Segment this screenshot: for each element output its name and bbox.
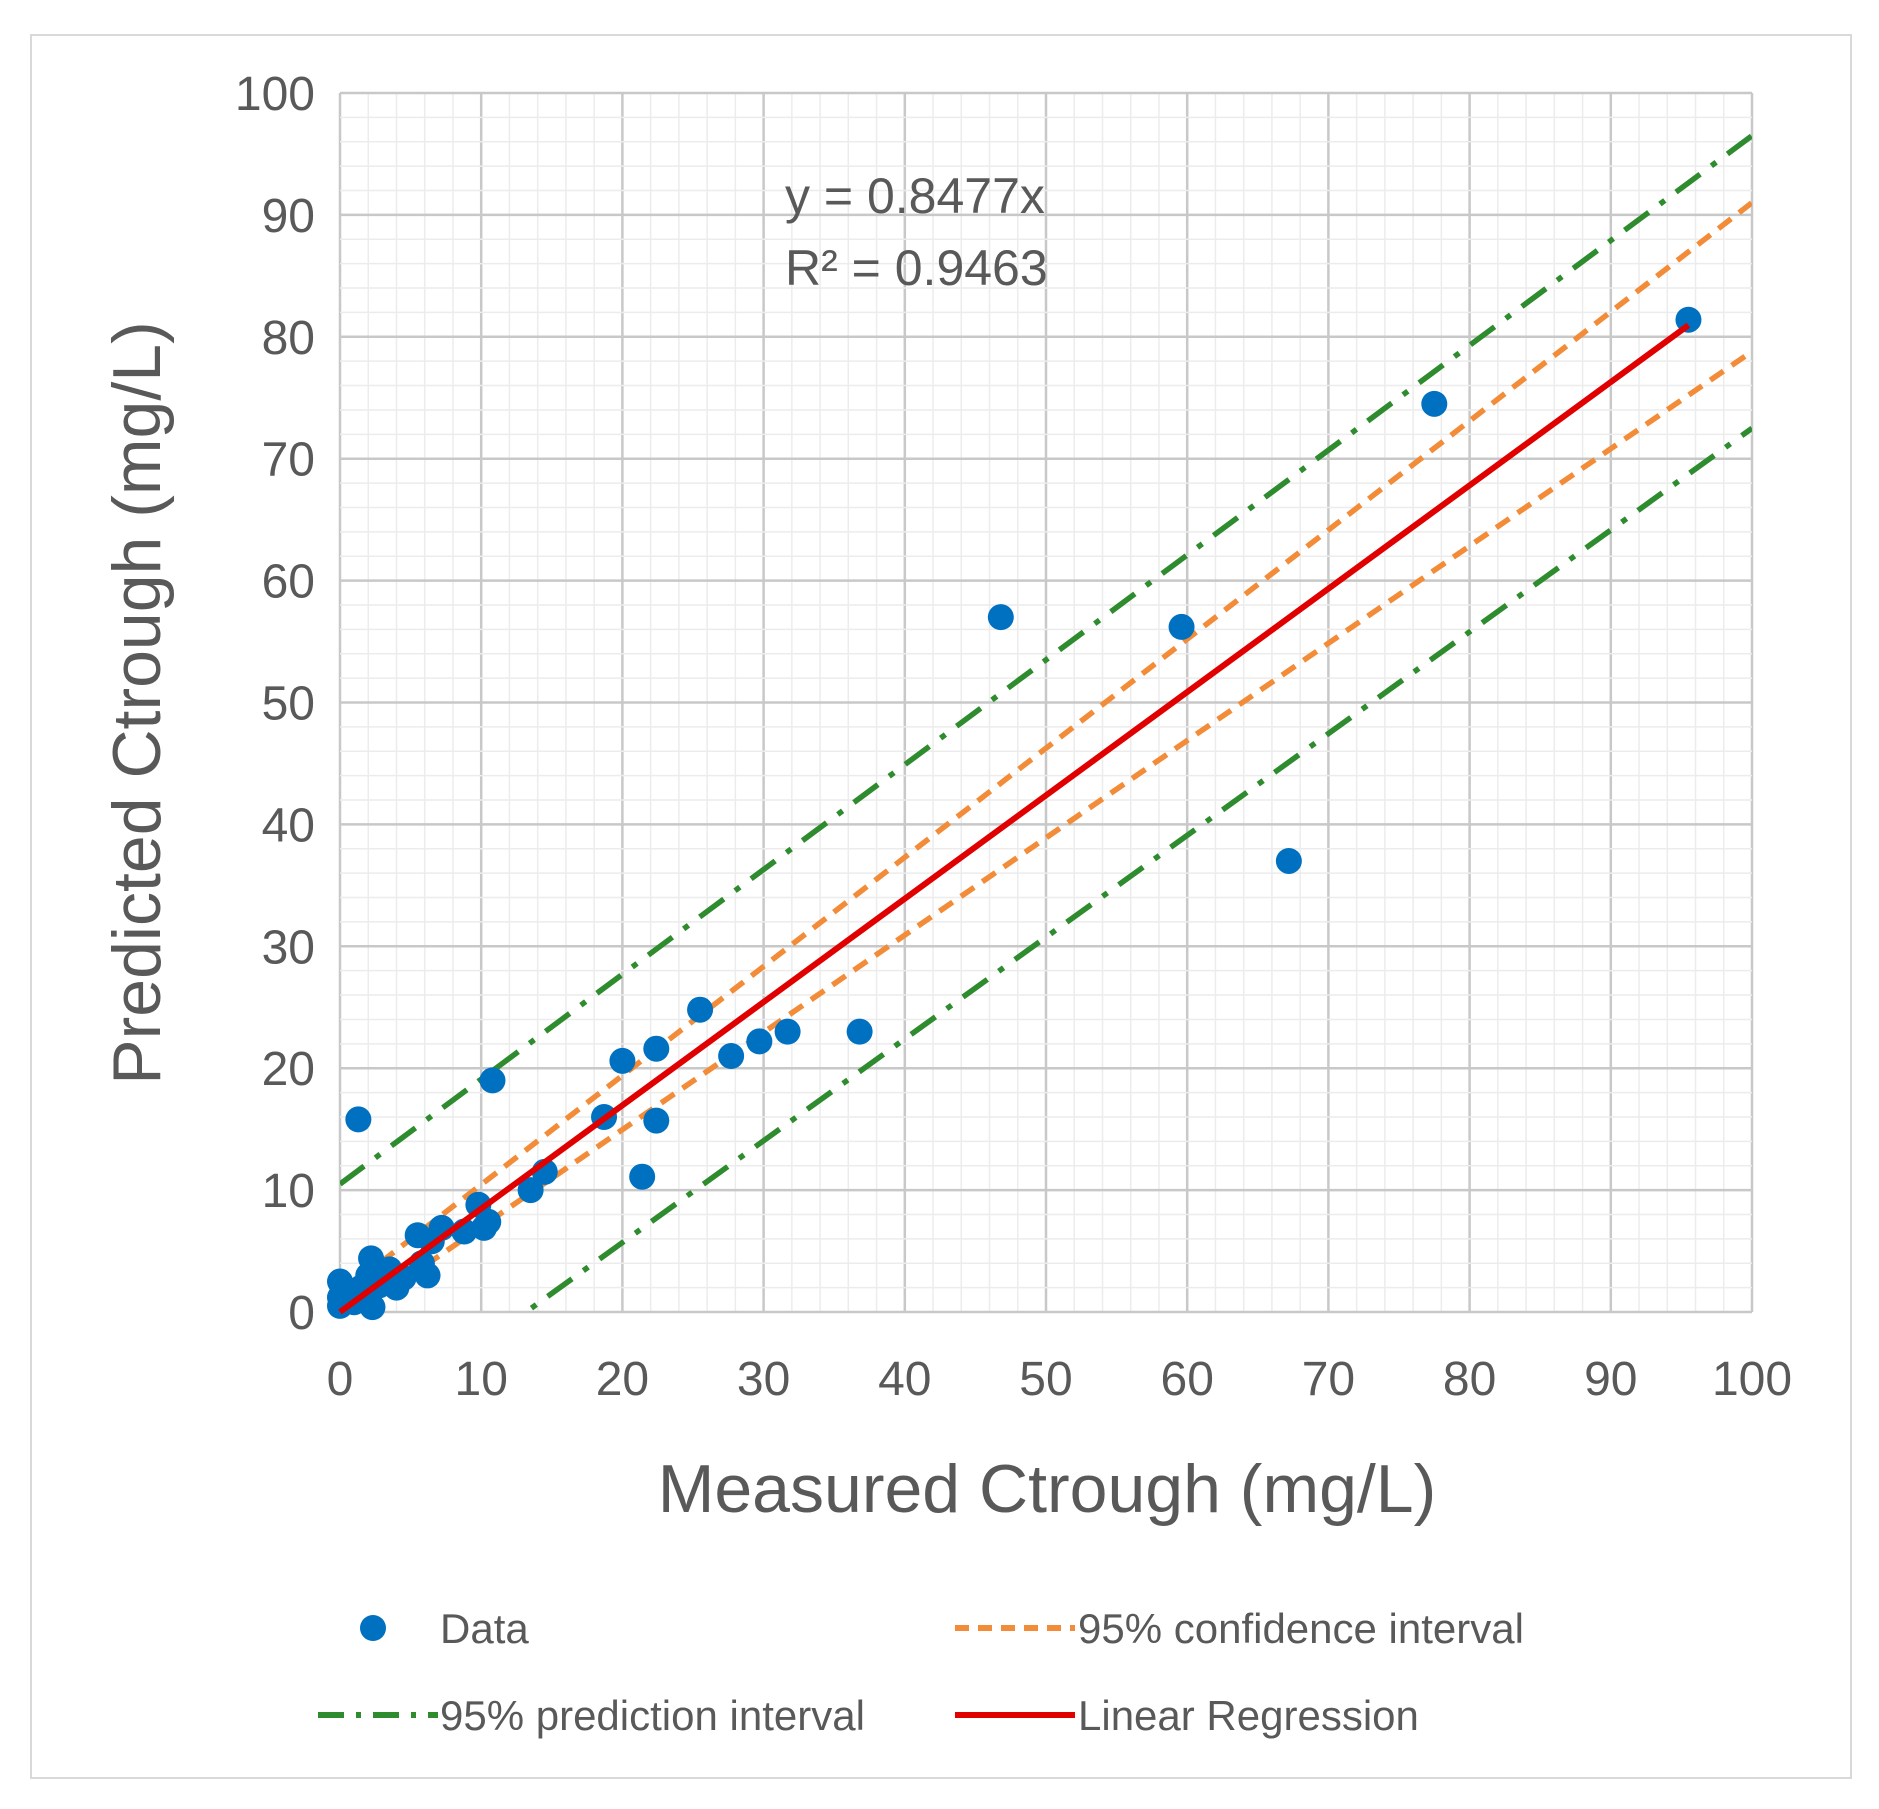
data-point xyxy=(643,1107,670,1134)
y-tick-label: 60 xyxy=(262,556,315,609)
y-axis-title: Predicted Ctrough (mg/L) xyxy=(99,321,175,1084)
y-tick-label: 0 xyxy=(288,1287,315,1340)
data-point xyxy=(987,604,1014,631)
legend-prediction-label: 95% prediction interval xyxy=(440,1692,865,1739)
data-point xyxy=(517,1177,544,1204)
data-point xyxy=(475,1208,502,1235)
data-point xyxy=(609,1047,636,1074)
regression-line xyxy=(338,322,1691,1315)
data-point xyxy=(629,1163,656,1190)
prediction-interval-upper xyxy=(340,133,1752,1187)
legend-data-marker xyxy=(360,1615,386,1641)
legend-confidence-label: 95% confidence interval xyxy=(1078,1605,1524,1652)
data-point xyxy=(1675,306,1702,333)
data-point xyxy=(718,1043,745,1070)
legend-data-label: Data xyxy=(440,1605,529,1652)
data-point xyxy=(359,1294,386,1321)
y-tick-label: 50 xyxy=(262,678,315,731)
x-tick-label: 80 xyxy=(1443,1353,1496,1406)
y-tick-label: 40 xyxy=(262,799,315,852)
y-tick-label: 100 xyxy=(235,68,315,121)
data-point xyxy=(746,1028,773,1055)
data-point xyxy=(345,1106,372,1133)
y-tick-label: 10 xyxy=(262,1165,315,1218)
x-tick-label: 60 xyxy=(1161,1353,1214,1406)
grid xyxy=(338,91,1754,1314)
x-tick-label: 70 xyxy=(1302,1353,1355,1406)
data-point xyxy=(1168,613,1195,640)
y-tick-label: 90 xyxy=(262,190,315,243)
y-tick-label: 30 xyxy=(262,921,315,974)
x-tick-label: 40 xyxy=(878,1353,931,1406)
equation-label: y = 0.8477x xyxy=(785,168,1045,224)
data-point xyxy=(687,996,714,1023)
interval-lines xyxy=(340,133,1752,1312)
data-point xyxy=(479,1067,506,1094)
data-points xyxy=(327,306,1702,1321)
legend-regression-label: Linear Regression xyxy=(1078,1692,1419,1739)
data-point xyxy=(414,1262,441,1289)
x-tick-label: 100 xyxy=(1712,1353,1792,1406)
y-tick-label: 70 xyxy=(262,434,315,487)
x-tick-label: 0 xyxy=(327,1353,354,1406)
x-tick-label: 50 xyxy=(1019,1353,1072,1406)
x-tick-label: 10 xyxy=(455,1353,508,1406)
y-tick-label: 20 xyxy=(262,1043,315,1096)
legend: Data 95% confidence interval 95% predict… xyxy=(318,1605,1524,1739)
chart-frame xyxy=(30,34,1852,1779)
data-point xyxy=(846,1018,873,1045)
y-tick-label: 80 xyxy=(262,312,315,365)
x-tick-label: 30 xyxy=(737,1353,790,1406)
x-tick-label: 20 xyxy=(596,1353,649,1406)
x-tick-label: 90 xyxy=(1584,1353,1637,1406)
data-point xyxy=(1275,847,1302,874)
confidence-interval-upper xyxy=(340,200,1752,1296)
data-point xyxy=(774,1018,801,1045)
data-point xyxy=(1421,390,1448,417)
data-point xyxy=(643,1035,670,1062)
r2-label: R² = 0.9463 xyxy=(785,240,1048,296)
x-axis-title: Measured Ctrough (mg/L) xyxy=(658,1451,1437,1527)
axis-ticks: 0 10 20 30 40 50 60 70 80 90 100 0 10 20 30 40 50 60 70 80 9… xyxy=(235,68,1792,1406)
